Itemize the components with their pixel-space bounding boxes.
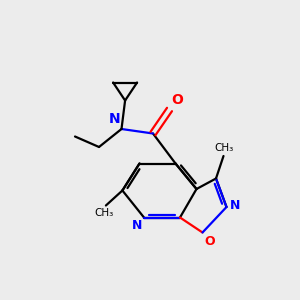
Text: CH₃: CH₃: [95, 208, 114, 218]
Text: O: O: [204, 235, 214, 248]
Text: O: O: [171, 92, 183, 106]
Text: CH₃: CH₃: [214, 143, 234, 153]
Text: N: N: [230, 199, 241, 212]
Text: N: N: [108, 112, 120, 126]
Text: N: N: [132, 219, 142, 232]
